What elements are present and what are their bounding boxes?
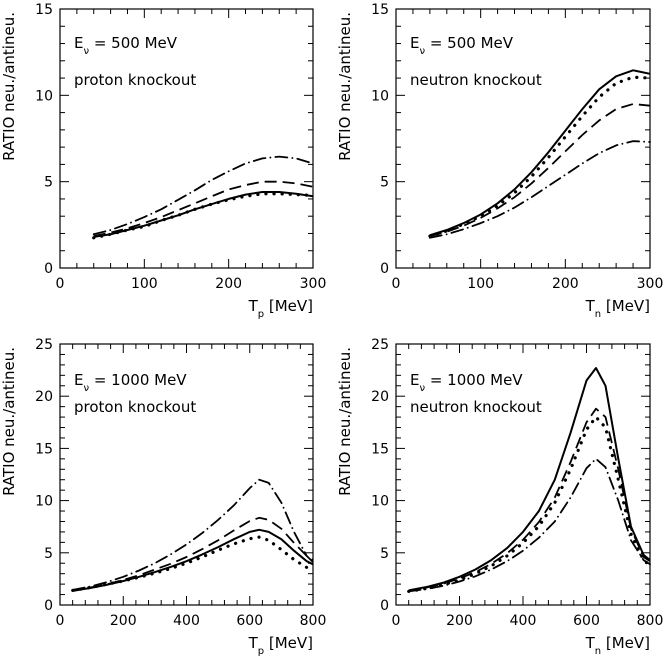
x-tick-label: 300 — [637, 276, 664, 292]
y-tick-label: 15 — [35, 441, 53, 457]
series-line-dotted — [71, 535, 315, 593]
y-axis-label: RATIO neu./antineu. — [0, 12, 18, 161]
y-tick-label: 0 — [44, 261, 53, 277]
chart-panel-3: 0 200 400 600 800 0 5 10 15 20 25 Tp [MeV] RATIO neu… — [0, 337, 326, 656]
energy-annotation: Eν = 500 MeV — [410, 34, 514, 57]
y-axis-label: RATIO neu./antineu. — [336, 12, 354, 161]
series-line-dashdot — [407, 457, 651, 593]
y-tick-label: 15 — [371, 441, 389, 457]
y-axis-label: RATIO neu./antineu. — [336, 347, 354, 496]
y-tick-label: 5 — [380, 175, 389, 191]
x-axis-label: Tp [MeV] — [248, 634, 313, 656]
series-line-dashed — [72, 516, 314, 592]
x-tick-label: 0 — [392, 613, 401, 629]
x-tick-label: 200 — [215, 276, 242, 292]
x-tick-label: 400 — [173, 613, 200, 629]
x-tick-label: 300 — [300, 276, 327, 292]
x-tick-label: 400 — [510, 613, 537, 629]
series-line-solid — [408, 367, 651, 592]
y-tick-label: 5 — [44, 175, 53, 191]
y-tick-label: 10 — [35, 494, 53, 510]
process-annotation: neutron knockout — [410, 71, 542, 89]
process-annotation: neutron knockout — [410, 398, 542, 416]
x-tick-label: 0 — [56, 613, 65, 629]
series-line-dashed — [429, 103, 651, 237]
chart-panel-2: 0 100 200 300 0 5 10 15 Tn [MeV] RATIO neu./antin… — [336, 2, 663, 320]
x-tick-label: 800 — [637, 613, 664, 629]
x-axis-label: Tn [MeV] — [585, 634, 650, 656]
x-tick-label: 200 — [446, 613, 473, 629]
y-axis-label: RATIO neu./antineu. — [0, 347, 18, 496]
series-line-dashed — [93, 180, 314, 237]
x-tick-label: 200 — [552, 276, 579, 292]
y-tick-label: 5 — [44, 546, 53, 562]
energy-annotation: Eν = 1000 MeV — [410, 371, 523, 394]
series-line-dashed — [408, 407, 651, 592]
x-tick-label: 0 — [56, 276, 65, 292]
y-tick-label: 10 — [371, 88, 389, 104]
x-axis-label: Tp [MeV] — [248, 297, 313, 320]
y-tick-label: 10 — [371, 494, 389, 510]
x-tick-label: 100 — [467, 276, 494, 292]
y-tick-label: 5 — [380, 546, 389, 562]
y-tick-label: 10 — [35, 88, 53, 104]
y-tick-label: 0 — [380, 598, 389, 614]
y-tick-label: 25 — [371, 337, 389, 353]
chart-panel-1: 0 100 200 300 0 5 10 15 Tp [MeV] RATIO neu./antin… — [0, 2, 326, 320]
y-tick-label: 0 — [380, 261, 389, 277]
energy-annotation: Eν = 1000 MeV — [74, 371, 187, 394]
series-line-dashdot — [71, 478, 314, 591]
x-tick-label: 600 — [573, 613, 600, 629]
y-tick-label: 0 — [44, 598, 53, 614]
plot-frame — [59, 8, 314, 269]
series-line-solid — [429, 69, 651, 237]
y-tick-label: 20 — [35, 389, 53, 405]
series-line-dashdot — [92, 155, 314, 236]
y-tick-label: 25 — [35, 337, 53, 353]
plot-frame — [395, 8, 651, 269]
x-tick-label: 200 — [110, 613, 137, 629]
chart-panel-4: 0 200 400 600 800 0 5 10 15 20 25 Tn [MeV] RATIO neu… — [336, 337, 663, 656]
series-line-solid — [72, 528, 314, 592]
process-annotation: proton knockout — [74, 398, 196, 416]
x-tick-label: 0 — [392, 276, 401, 292]
energy-annotation: Eν = 500 MeV — [74, 34, 178, 57]
y-tick-label: 20 — [371, 389, 389, 405]
series-line-dotted — [428, 75, 652, 238]
series-line-dotted — [407, 415, 652, 594]
x-axis-label: Tn [MeV] — [585, 297, 650, 320]
x-tick-label: 800 — [300, 613, 327, 629]
series-line-dotted — [92, 192, 315, 240]
y-tick-label: 15 — [35, 2, 53, 18]
series-line-dashdot — [428, 140, 651, 239]
x-tick-label: 600 — [236, 613, 263, 629]
process-annotation: proton knockout — [74, 71, 196, 89]
y-tick-label: 15 — [371, 2, 389, 18]
x-tick-label: 100 — [131, 276, 158, 292]
